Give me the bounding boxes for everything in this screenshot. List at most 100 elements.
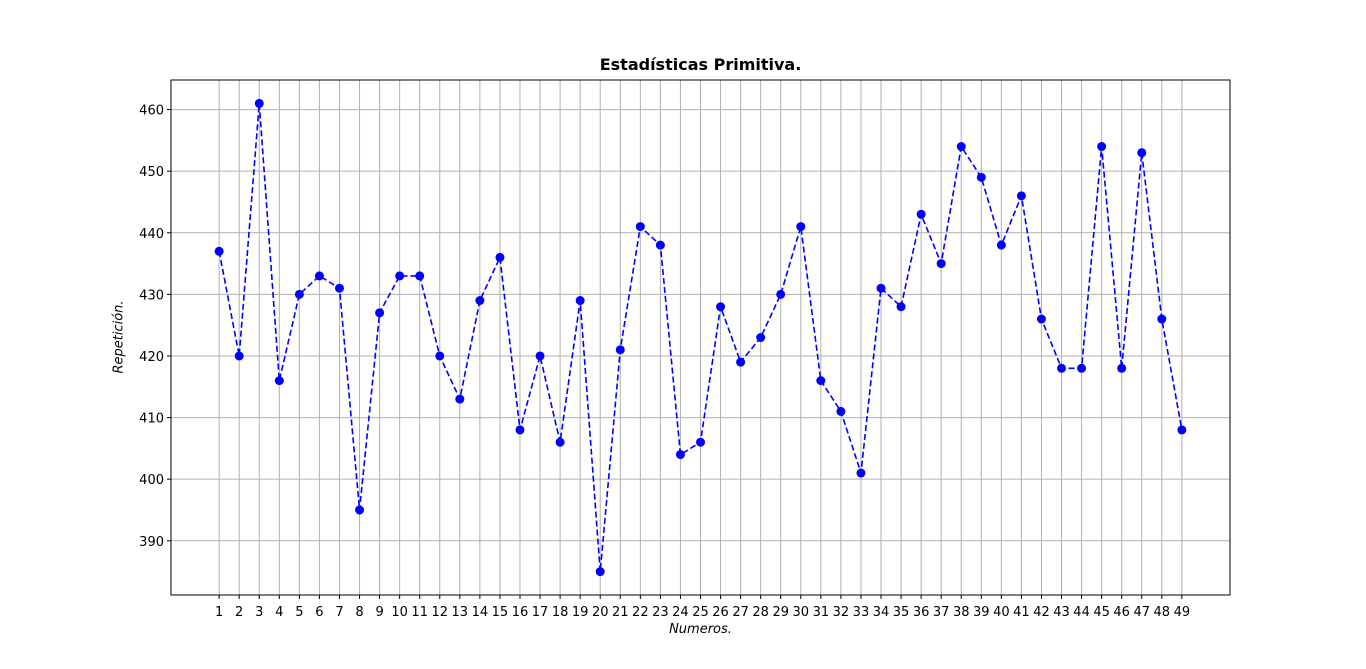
x-tick-label: 27 bbox=[732, 605, 749, 620]
x-axis-label: Numeros. bbox=[669, 622, 732, 637]
data-point bbox=[455, 394, 465, 404]
x-tick-label: 16 bbox=[512, 605, 529, 620]
x-tick-label: 34 bbox=[873, 605, 890, 620]
x-tick-label: 32 bbox=[833, 605, 850, 620]
y-tick-label: 450 bbox=[139, 165, 164, 180]
data-point bbox=[976, 172, 986, 182]
data-point bbox=[1036, 314, 1046, 324]
data-point bbox=[435, 351, 445, 361]
x-tick-label: 36 bbox=[913, 605, 930, 620]
x-tick-label: 40 bbox=[993, 605, 1010, 620]
x-tick-label: 46 bbox=[1113, 605, 1130, 620]
data-point bbox=[1137, 148, 1147, 158]
x-tick-label: 14 bbox=[472, 605, 489, 620]
data-point bbox=[395, 271, 405, 281]
x-tick-label: 48 bbox=[1154, 605, 1171, 620]
x-tick-label: 18 bbox=[552, 605, 569, 620]
data-point bbox=[294, 289, 304, 299]
x-tick-label: 25 bbox=[692, 605, 709, 620]
data-point bbox=[475, 296, 485, 306]
x-tick-label: 24 bbox=[672, 605, 689, 620]
data-point bbox=[876, 283, 886, 293]
data-point bbox=[736, 357, 746, 367]
data-point bbox=[696, 437, 705, 447]
y-tick-label: 410 bbox=[139, 412, 164, 427]
data-point bbox=[615, 345, 625, 355]
data-point bbox=[234, 351, 244, 361]
y-tick-label: 440 bbox=[139, 227, 164, 242]
data-point bbox=[515, 425, 525, 435]
data-point bbox=[635, 222, 645, 232]
y-tick-label: 460 bbox=[139, 104, 164, 119]
data-point bbox=[1097, 142, 1107, 152]
x-tick-label: 42 bbox=[1033, 605, 1050, 620]
y-axis-label: Repetición. bbox=[111, 300, 127, 374]
x-tick-label: 45 bbox=[1093, 605, 1110, 620]
x-tick-label: 29 bbox=[772, 605, 789, 620]
x-tick-label: 6 bbox=[315, 605, 323, 620]
data-point bbox=[254, 98, 264, 108]
x-tick-label: 8 bbox=[355, 605, 363, 620]
x-tick-label: 23 bbox=[652, 605, 669, 620]
x-tick-label: 7 bbox=[335, 605, 343, 620]
data-point bbox=[575, 296, 585, 306]
x-tick-label: 26 bbox=[712, 605, 729, 620]
data-point bbox=[274, 376, 284, 386]
y-tick-label: 430 bbox=[139, 288, 164, 303]
data-point bbox=[334, 283, 344, 293]
x-tick-label: 41 bbox=[1013, 605, 1030, 620]
x-tick-label: 49 bbox=[1174, 605, 1191, 620]
x-tick-label: 28 bbox=[752, 605, 769, 620]
data-point bbox=[956, 142, 966, 152]
data-point bbox=[375, 308, 385, 318]
data-point bbox=[1016, 191, 1026, 201]
data-point bbox=[355, 505, 365, 515]
x-tick-label: 31 bbox=[813, 605, 830, 620]
data-point bbox=[936, 259, 946, 269]
data-point bbox=[495, 252, 505, 262]
x-tick-label: 22 bbox=[632, 605, 649, 620]
data-point bbox=[916, 209, 926, 219]
x-tick-label: 15 bbox=[492, 605, 509, 620]
data-point bbox=[816, 376, 826, 386]
x-tick-label: 35 bbox=[893, 605, 910, 620]
x-tick-label: 30 bbox=[793, 605, 810, 620]
data-point bbox=[675, 450, 685, 460]
data-point bbox=[796, 222, 806, 232]
data-point bbox=[716, 302, 726, 312]
x-tick-label: 43 bbox=[1053, 605, 1070, 620]
data-point bbox=[595, 567, 605, 577]
data-point bbox=[836, 406, 846, 416]
data-point bbox=[535, 351, 545, 361]
data-point bbox=[415, 271, 425, 281]
x-tick-label: 4 bbox=[275, 605, 283, 620]
x-tick-label: 9 bbox=[375, 605, 383, 620]
x-tick-label: 3 bbox=[255, 605, 263, 620]
data-point bbox=[776, 289, 786, 299]
x-tick-label: 2 bbox=[235, 605, 243, 620]
x-tick-label: 44 bbox=[1073, 605, 1090, 620]
x-tick-label: 13 bbox=[452, 605, 469, 620]
data-point bbox=[555, 437, 565, 447]
x-tick-label: 12 bbox=[431, 605, 448, 620]
data-point bbox=[896, 302, 906, 312]
x-tick-label: 10 bbox=[391, 605, 408, 620]
data-point bbox=[314, 271, 324, 281]
data-point bbox=[1117, 363, 1127, 373]
data-point bbox=[756, 333, 766, 342]
x-tick-label: 17 bbox=[532, 605, 549, 620]
y-tick-label: 420 bbox=[139, 350, 164, 365]
x-tick-label: 11 bbox=[411, 605, 428, 620]
tick-layer: 1 2 3 4 5 6 7 8 9 10 11 12 13 14 15 16 17 18 19 20 21 22 23 24 2… bbox=[139, 104, 1190, 620]
x-tick-label: 20 bbox=[592, 605, 609, 620]
series-layer bbox=[214, 98, 1187, 577]
data-point bbox=[1077, 363, 1087, 373]
grid-layer bbox=[171, 80, 1230, 595]
data-point bbox=[214, 246, 224, 256]
x-tick-label: 21 bbox=[612, 605, 629, 620]
data-point bbox=[1177, 425, 1187, 435]
x-tick-label: 33 bbox=[853, 605, 870, 620]
data-point bbox=[996, 240, 1006, 250]
